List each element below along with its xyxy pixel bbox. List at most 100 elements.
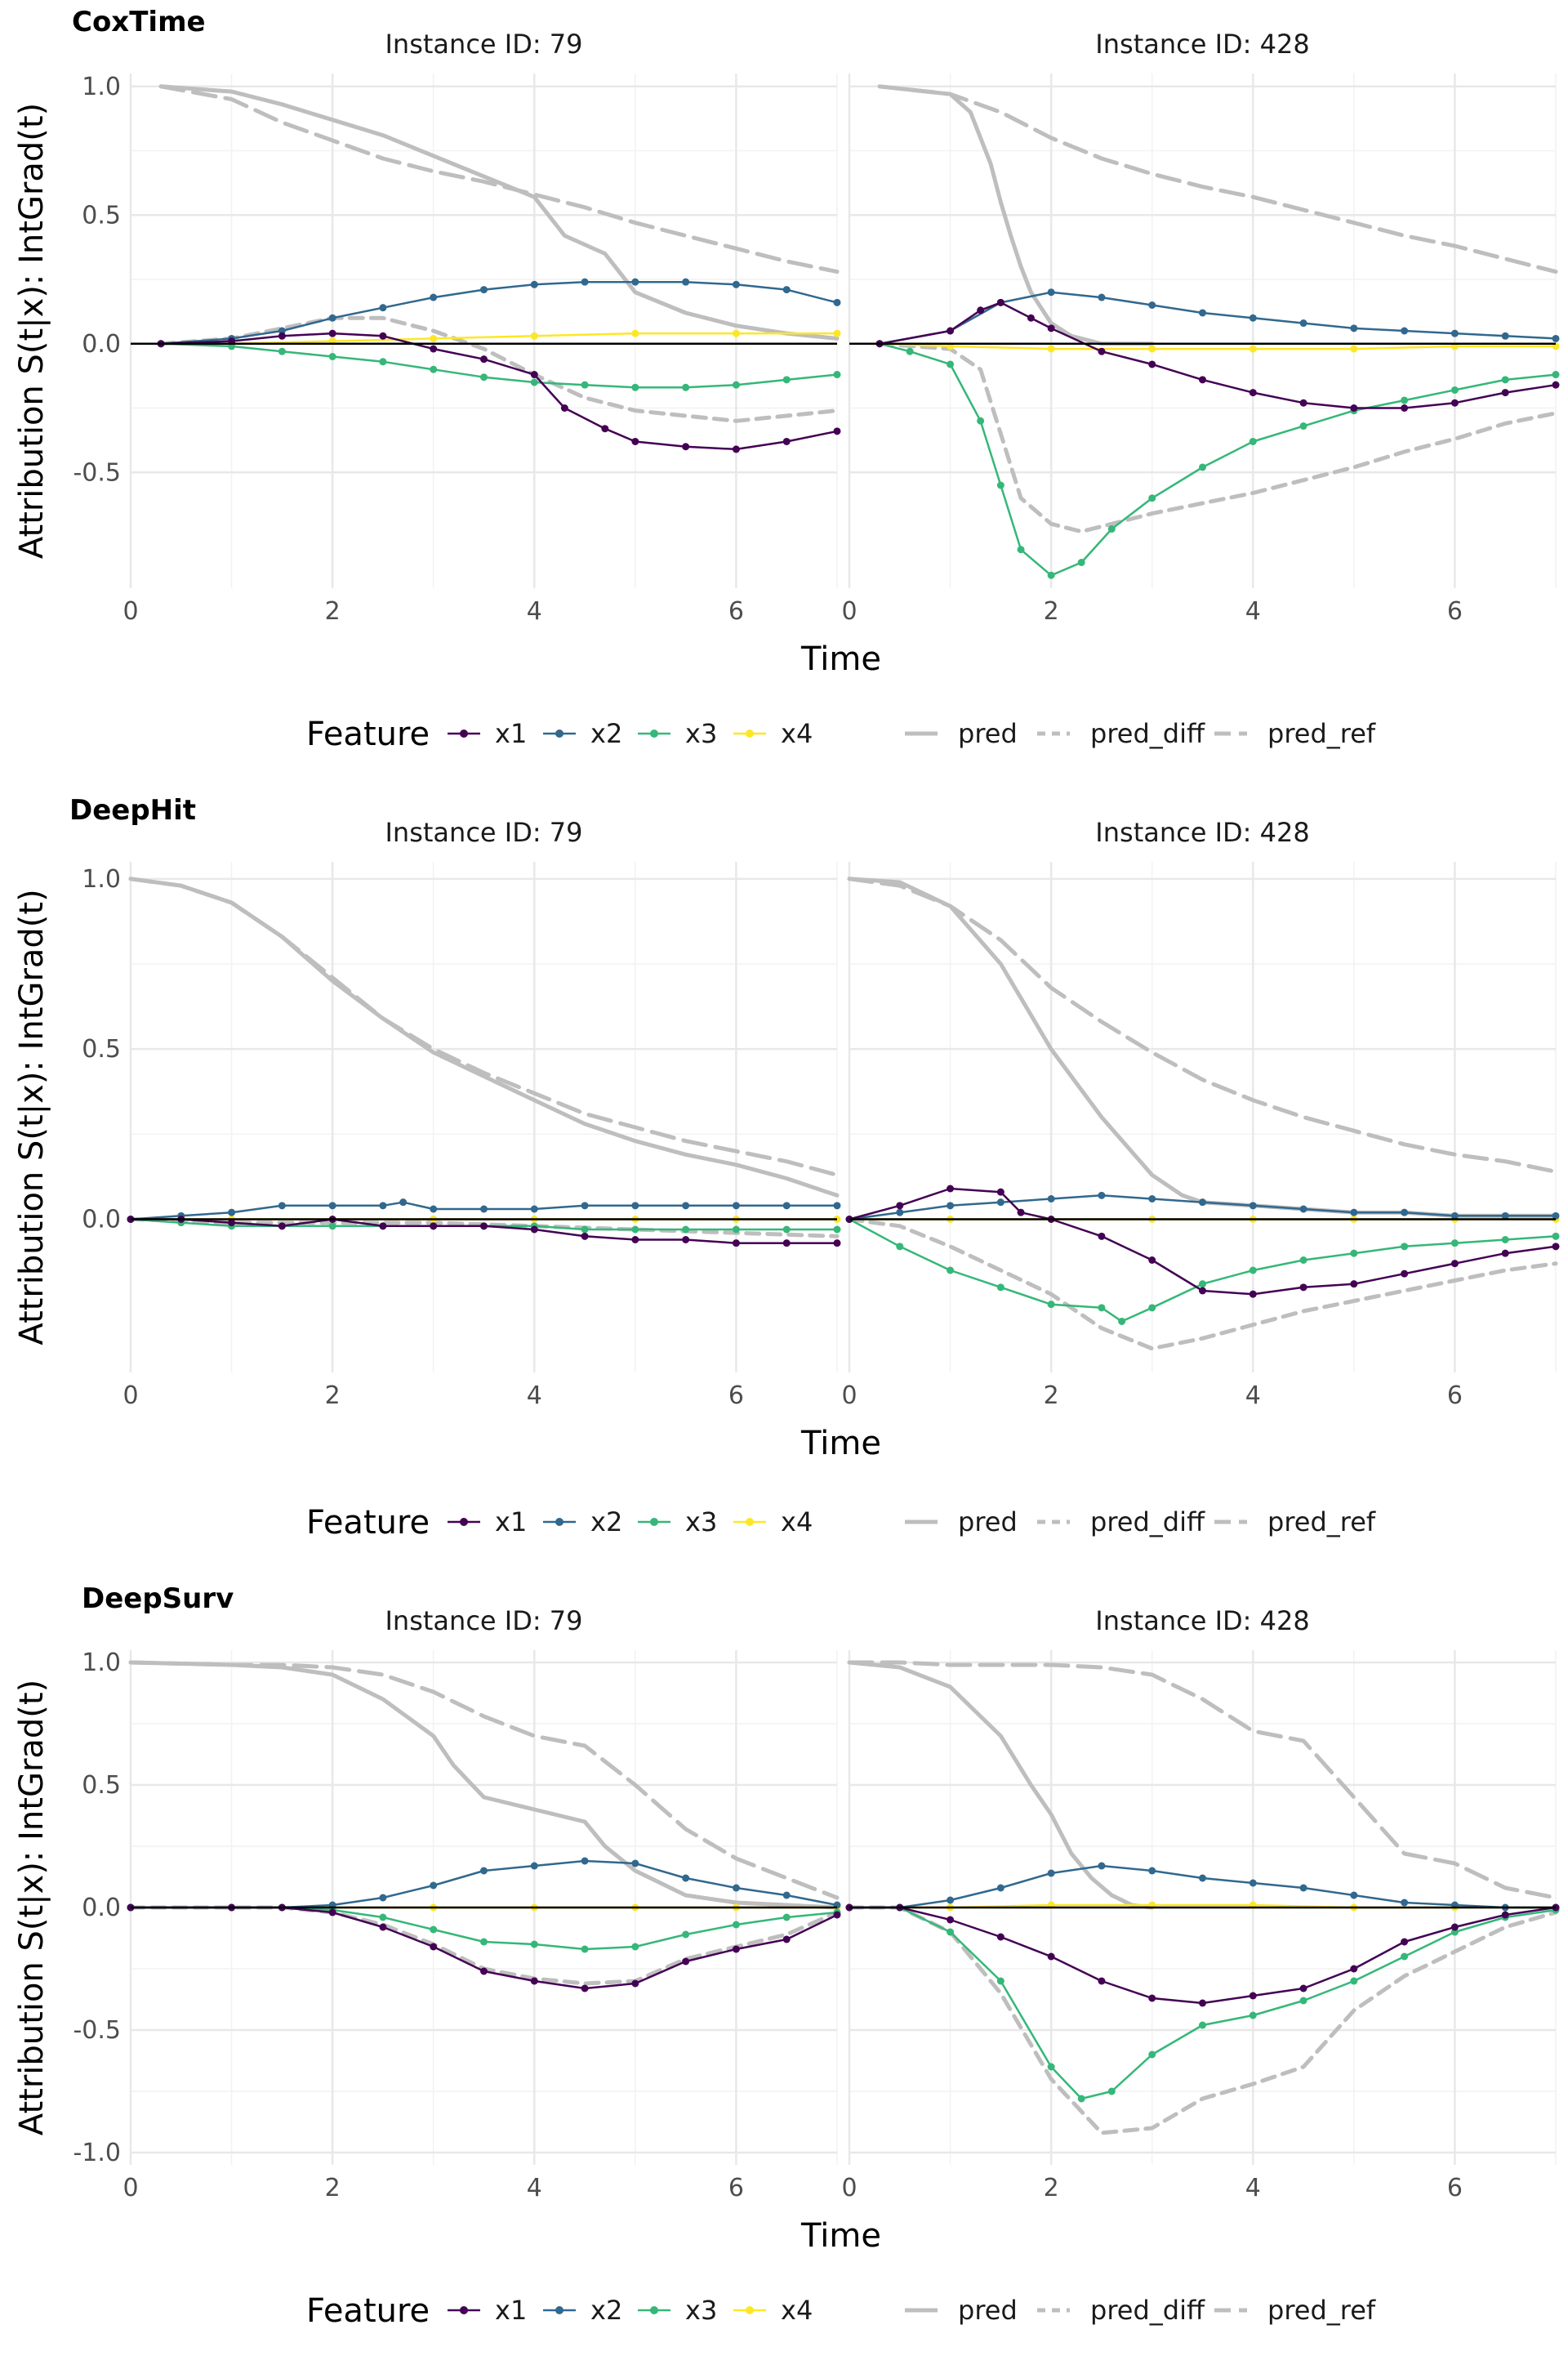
x-axis-title: Time [800,2217,881,2255]
point-x1 [1017,1208,1025,1216]
point-x1 [631,1236,639,1243]
point-x3 [530,1940,538,1948]
point-x2 [1148,1867,1156,1875]
x-tick-label: 6 [728,597,744,626]
strip-title: Instance ID: 428 [1095,29,1309,60]
panel-1: Instance ID: 79 0 2 4 6 -1.0 -0.5 0.0 0.5 1.0 [73,1605,841,2202]
point-x3 [1350,1249,1358,1257]
point-x2 [833,1202,841,1210]
point-x2 [399,1198,408,1207]
point-x2 [782,1891,791,1899]
y-tick-label: -0.5 [73,2016,121,2045]
point-x1 [1199,1999,1206,2007]
legend-label-pred_diff: pred_diff [1090,2295,1205,2326]
point-x1 [1501,1911,1509,1919]
legend: Feature x1 x2 x3 x4 pred pred_diff pred_ref [306,1504,1376,1542]
point-x3 [631,1943,639,1951]
panel-2: Instance ID: 428 0 2 4 6 [841,29,1560,626]
series-line-x1 [848,1187,1557,1296]
x-tick-label: 4 [527,597,542,626]
point-x2 [1047,1869,1055,1877]
legend-label-x4: x4 [781,1506,813,1537]
point-x3 [1148,494,1156,502]
point-x2 [1401,1208,1409,1216]
point-x3 [732,1225,740,1234]
point-x3 [1401,1243,1409,1251]
model-title: DeepHit [69,794,196,827]
x-tick-label: 0 [122,597,138,626]
point-x1 [833,1911,841,1919]
point-x1 [1047,1952,1055,1961]
point-x3 [732,1921,740,1929]
point-x1 [1450,1923,1459,1931]
legend-key-point-x4 [746,2306,754,2314]
point-x2 [996,1884,1004,1892]
point-x3 [996,481,1004,489]
point-x1 [1350,1965,1358,1973]
point-x2 [1047,1195,1055,1203]
point-x3 [1148,1304,1156,1312]
point-x1 [782,437,791,445]
point-x3 [1017,546,1025,554]
point-x1 [1552,381,1560,389]
point-x1 [782,1935,791,1943]
point-x1 [1027,314,1035,322]
point-x3 [1401,1952,1409,1961]
point-x3 [1299,422,1307,431]
point-x3 [1107,2087,1116,2095]
point-x2 [228,1208,236,1216]
point-x3 [1249,437,1257,445]
point-x3 [1047,1301,1055,1309]
point-x1 [1401,1269,1409,1278]
series-line-pred [847,1660,1155,1910]
point-x3 [379,358,387,366]
point-x1 [1501,389,1509,397]
x-tick-label: 4 [1245,597,1261,626]
point-x1 [1450,1260,1459,1268]
point-x3 [328,353,336,360]
point-x3 [1450,1239,1459,1247]
point-x1 [1299,1984,1307,1992]
point-x2 [1350,1208,1358,1216]
series-line-pred [128,1660,840,1910]
point-x1 [1401,1938,1409,1946]
point-x1 [732,445,740,453]
legend-key-point-x3 [650,730,658,738]
point-x1 [1401,404,1409,412]
legend-label-pred: pred [958,718,1018,749]
point-x1 [379,332,387,340]
x-tick-label: 0 [841,597,857,626]
point-x1 [947,1916,955,1924]
point-x4 [732,329,740,337]
legend-title: Feature [306,716,430,753]
series-line-pred [158,84,840,341]
point-x2 [1199,1198,1206,1207]
series-line-pred_ref [158,84,840,274]
point-x1 [581,1984,589,1992]
point-x1 [833,427,841,435]
series-line-pred [128,877,840,1198]
point-x1 [833,1239,841,1247]
point-x3 [1401,396,1409,404]
series-line-x1 [848,1906,1557,2005]
point-x3 [1249,2011,1257,2019]
point-x1 [896,1202,904,1210]
y-tick-label: 0.5 [82,201,121,230]
point-x3 [947,360,955,368]
point-x1 [530,371,538,379]
strip-title: Instance ID: 79 [385,817,582,848]
series-line-x2 [878,291,1557,346]
point-x3 [480,1938,488,1946]
y-tick-label: 1.0 [82,865,121,894]
point-x2 [1401,327,1409,335]
point-x2 [631,278,639,286]
point-x2 [1148,1195,1156,1203]
point-x3 [1107,525,1116,533]
y-tick-label: 0.0 [82,330,121,359]
point-x2 [1450,1211,1459,1220]
point-x2 [1249,314,1257,322]
strip-title: Instance ID: 428 [1095,817,1309,848]
point-x3 [1501,1236,1509,1243]
